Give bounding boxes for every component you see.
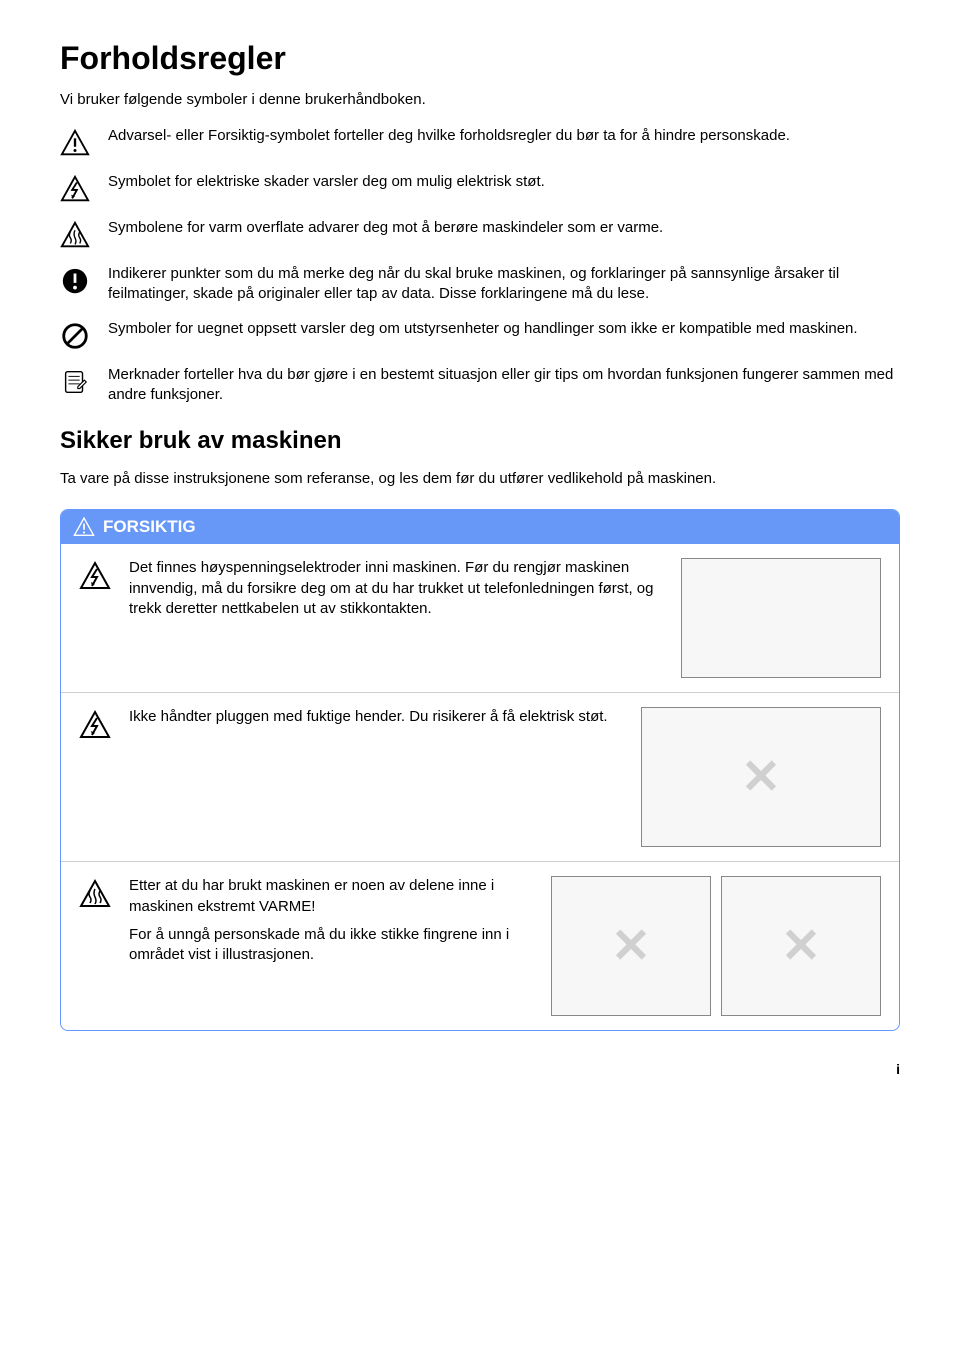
warning-illustration-group bbox=[681, 558, 881, 678]
electric-triangle-icon bbox=[79, 707, 115, 746]
electric-triangle-icon bbox=[60, 172, 108, 204]
warning-illustration-group: ✕✕ bbox=[551, 876, 881, 1016]
symbol-row: Indikerer punkter som du må merke deg nå… bbox=[60, 264, 900, 305]
warning-paragraph: Ikke håndter pluggen med fuktige hender.… bbox=[129, 707, 627, 727]
warning-illustration-group: ✕ bbox=[641, 707, 881, 847]
symbol-row: Symbolet for elektriske skader varsler d… bbox=[60, 172, 900, 204]
warning-paragraph: For å unngå personskade må du ikke stikk… bbox=[129, 925, 537, 966]
page-title: Forholdsregler bbox=[60, 40, 900, 77]
cross-mark-icon: ✕ bbox=[741, 749, 781, 805]
symbol-row: Merknader forteller hva du bør gjøre i e… bbox=[60, 365, 900, 406]
warning-text: Det finnes høyspenningselektroder inni m… bbox=[129, 558, 667, 619]
hot-surface-triangle-icon bbox=[60, 218, 108, 250]
symbol-description: Indikerer punkter som du må merke deg nå… bbox=[108, 264, 900, 305]
note-icon-icon bbox=[60, 365, 108, 397]
warning-paragraph: Det finnes høyspenningselektroder inni m… bbox=[129, 558, 667, 619]
safe-use-heading: Sikker bruk av maskinen bbox=[60, 427, 900, 455]
symbol-description: Symboler for uegnet oppsett varsler deg … bbox=[108, 319, 900, 339]
warning-item: Etter at du har brukt maskinen er noen a… bbox=[61, 861, 899, 1030]
symbol-description: Advarsel- eller Forsiktig-symbolet forte… bbox=[108, 126, 900, 146]
warning-header: FORSIKTIG bbox=[61, 510, 899, 544]
symbol-row: Symboler for uegnet oppsett varsler deg … bbox=[60, 319, 900, 351]
cross-mark-icon: ✕ bbox=[611, 918, 651, 974]
illustration-placeholder: ✕ bbox=[641, 707, 881, 847]
warning-header-label: FORSIKTIG bbox=[103, 517, 196, 537]
electric-triangle-icon bbox=[79, 558, 115, 597]
symbol-description: Symbolet for elektriske skader varsler d… bbox=[108, 172, 900, 192]
symbol-row: Advarsel- eller Forsiktig-symbolet forte… bbox=[60, 126, 900, 158]
intro-text: Vi bruker følgende symboler i denne bruk… bbox=[60, 91, 900, 108]
illustration-placeholder bbox=[681, 558, 881, 678]
warning-paragraph: Etter at du har brukt maskinen er noen a… bbox=[129, 876, 537, 917]
warning-triangle-icon bbox=[60, 126, 108, 158]
warning-item: Ikke håndter pluggen med fuktige hender.… bbox=[61, 692, 899, 861]
symbol-description: Merknader forteller hva du bør gjøre i e… bbox=[108, 365, 900, 406]
cross-mark-icon: ✕ bbox=[781, 918, 821, 974]
illustration-placeholder: ✕ bbox=[551, 876, 711, 1016]
warning-header-icon bbox=[73, 516, 95, 538]
symbol-definitions: Advarsel- eller Forsiktig-symbolet forte… bbox=[60, 126, 900, 405]
illustration-placeholder: ✕ bbox=[721, 876, 881, 1016]
symbol-row: Symbolene for varm overflate advarer deg… bbox=[60, 218, 900, 250]
warning-item: Det finnes høyspenningselektroder inni m… bbox=[61, 544, 899, 692]
warning-box: FORSIKTIG Det finnes høyspenningselektro… bbox=[60, 509, 900, 1031]
symbol-description: Symbolene for varm overflate advarer deg… bbox=[108, 218, 900, 238]
safe-use-body: Ta vare på disse instruksjonene som refe… bbox=[60, 469, 900, 489]
hot-surface-triangle-icon bbox=[79, 876, 115, 915]
warning-text: Ikke håndter pluggen med fuktige hender.… bbox=[129, 707, 627, 727]
prohibition-circle-icon bbox=[60, 319, 108, 351]
exclamation-circle-icon bbox=[60, 264, 108, 296]
warning-text: Etter at du har brukt maskinen er noen a… bbox=[129, 876, 537, 965]
page-number: i bbox=[60, 1061, 900, 1077]
